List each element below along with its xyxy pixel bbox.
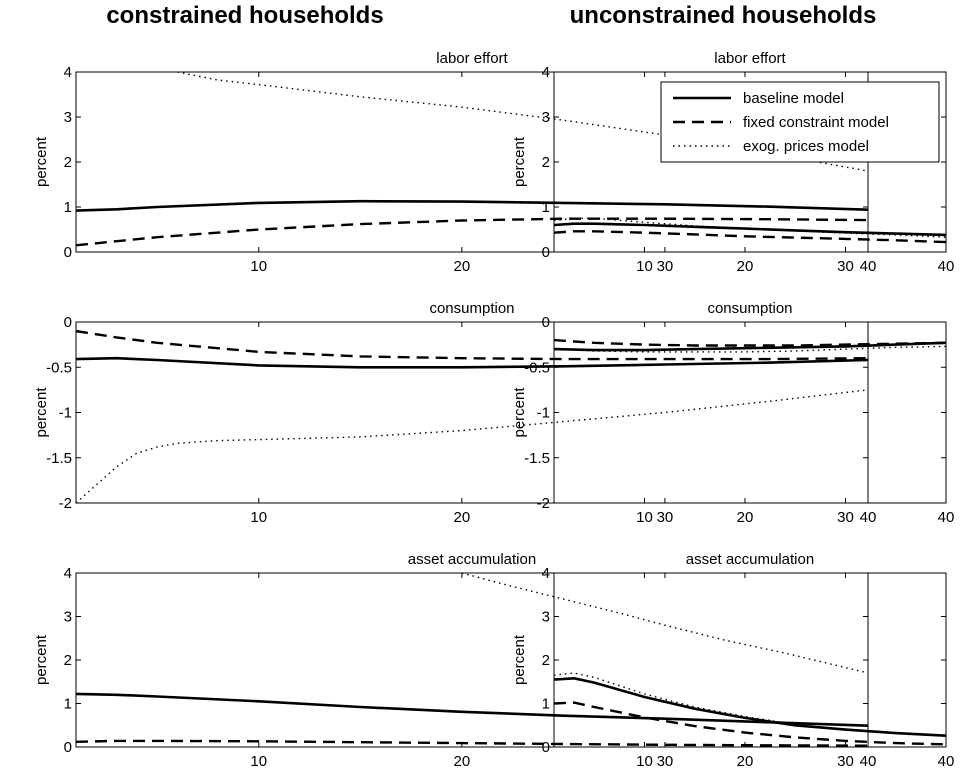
y-tick-label: -1.5 [524,450,550,467]
x-tick-label: 20 [737,509,754,526]
y-tick-label: -0.5 [524,359,550,376]
y-tick-label: 0 [64,739,72,756]
y-tick-label: 2 [64,154,72,171]
series-line-dotted [554,345,946,353]
chart-panel-1: consumption percent 10 20 30 40 -2 -1.5 -1 -0.5 0 [33,300,876,526]
y-axis-label: percent [511,387,528,438]
series-line-solid [76,692,868,727]
y-tick-label: 1 [542,199,550,216]
x-tick-label: 20 [737,258,754,275]
x-tick-label: 40 [860,753,877,770]
x-tick-label: 20 [454,753,471,770]
x-tick-label: 10 [250,258,267,275]
y-tick-label: 0 [542,739,550,756]
left-column-heading: constrained households [106,2,384,29]
legend-label: fixed constraint model [743,114,889,131]
x-tick-label: 30 [657,753,674,770]
y-tick-label: 0 [542,314,550,331]
panel-title: consumption [707,300,792,317]
series-line-solid [554,676,946,737]
x-tick-label: 20 [454,509,471,526]
y-tick-label: 1 [64,696,72,713]
series-line-solid [76,199,868,212]
x-tick-label: 30 [837,258,854,275]
y-tick-label: -0.5 [46,359,72,376]
y-tick-label: -2 [59,495,72,512]
y-tick-label: 1 [542,696,550,713]
x-tick-label: 30 [837,753,854,770]
y-tick-label: -1 [59,405,72,422]
series-line-dashed [76,217,868,247]
y-tick-label: 0 [542,244,550,261]
x-tick-label: 40 [860,258,877,275]
y-tick-label: 0 [64,244,72,261]
y-tick-label: 4 [64,64,72,81]
series-line-dashed [554,338,946,347]
y-tick-label: 3 [542,109,550,126]
y-axis-label: percent [33,136,50,187]
y-tick-label: 2 [542,652,550,669]
y-tick-label: 4 [64,565,72,582]
x-tick-label: 40 [860,509,877,526]
y-tick-label: 1 [64,199,72,216]
y-tick-label: 0 [64,314,72,331]
legend-box [660,81,940,163]
y-tick-label: 3 [64,609,72,626]
y-tick-label: 4 [542,64,550,81]
series-line-dashed [76,329,868,361]
legend: baseline model fixed constraint model exog… [660,81,940,163]
x-tick-label: 30 [837,509,854,526]
y-tick-label: 2 [64,652,72,669]
series-line-dashed [554,230,946,244]
series-line-solid [76,356,868,369]
x-tick-label: 40 [938,509,955,526]
y-axis-label: percent [33,634,50,685]
y-axis-label: percent [33,387,50,438]
series-line-dotted [554,217,946,238]
right-column-heading: unconstrained households [569,2,877,29]
x-tick-label: 30 [657,509,674,526]
x-tick-label: 40 [938,258,955,275]
y-tick-label: 4 [542,565,550,582]
x-tick-label: 10 [250,509,267,526]
chart-panel-3: labor effort percent 10 20 30 40 0 1 2 3 4 [511,50,954,275]
series-line-dashed [76,739,868,747]
x-tick-label: 20 [737,753,754,770]
series-line-dashed [554,701,946,746]
x-tick-label: 30 [657,258,674,275]
y-axis-label: percent [511,634,528,685]
panel-title: asset accumulation [686,551,814,568]
legend-label: exog. prices model [743,138,869,155]
y-tick-label: 3 [542,609,550,626]
y-tick-label: -1 [537,405,550,422]
series-line-dotted [554,672,946,736]
x-tick-label: 10 [250,753,267,770]
chart-panel-5: asset accumulation percent 10 20 30 40 0 1 2 3 4 [511,551,954,770]
y-tick-label: 2 [542,154,550,171]
chart-panel-4: consumption percent 10 20 30 40 -2 -1.5 -1 -0.5 0 [511,300,954,526]
y-tick-label: -1.5 [46,450,72,467]
x-tick-label: 10 [636,258,653,275]
panel-title: asset accumulation [408,551,536,568]
panel-title: consumption [429,300,514,317]
legend-label: baseline model [743,90,844,107]
y-axis-label: percent [511,136,528,187]
x-tick-label: 20 [454,258,471,275]
x-tick-label: 10 [636,509,653,526]
series-line-dotted [76,389,868,503]
y-tick-label: -2 [537,495,550,512]
panel-title: labor effort [714,50,786,67]
series-line-solid [554,222,946,237]
series-line-dotted [177,72,868,172]
y-tick-label: 3 [64,109,72,126]
x-tick-label: 40 [938,753,955,770]
panel-title: labor effort [436,50,508,67]
x-tick-label: 10 [636,753,653,770]
